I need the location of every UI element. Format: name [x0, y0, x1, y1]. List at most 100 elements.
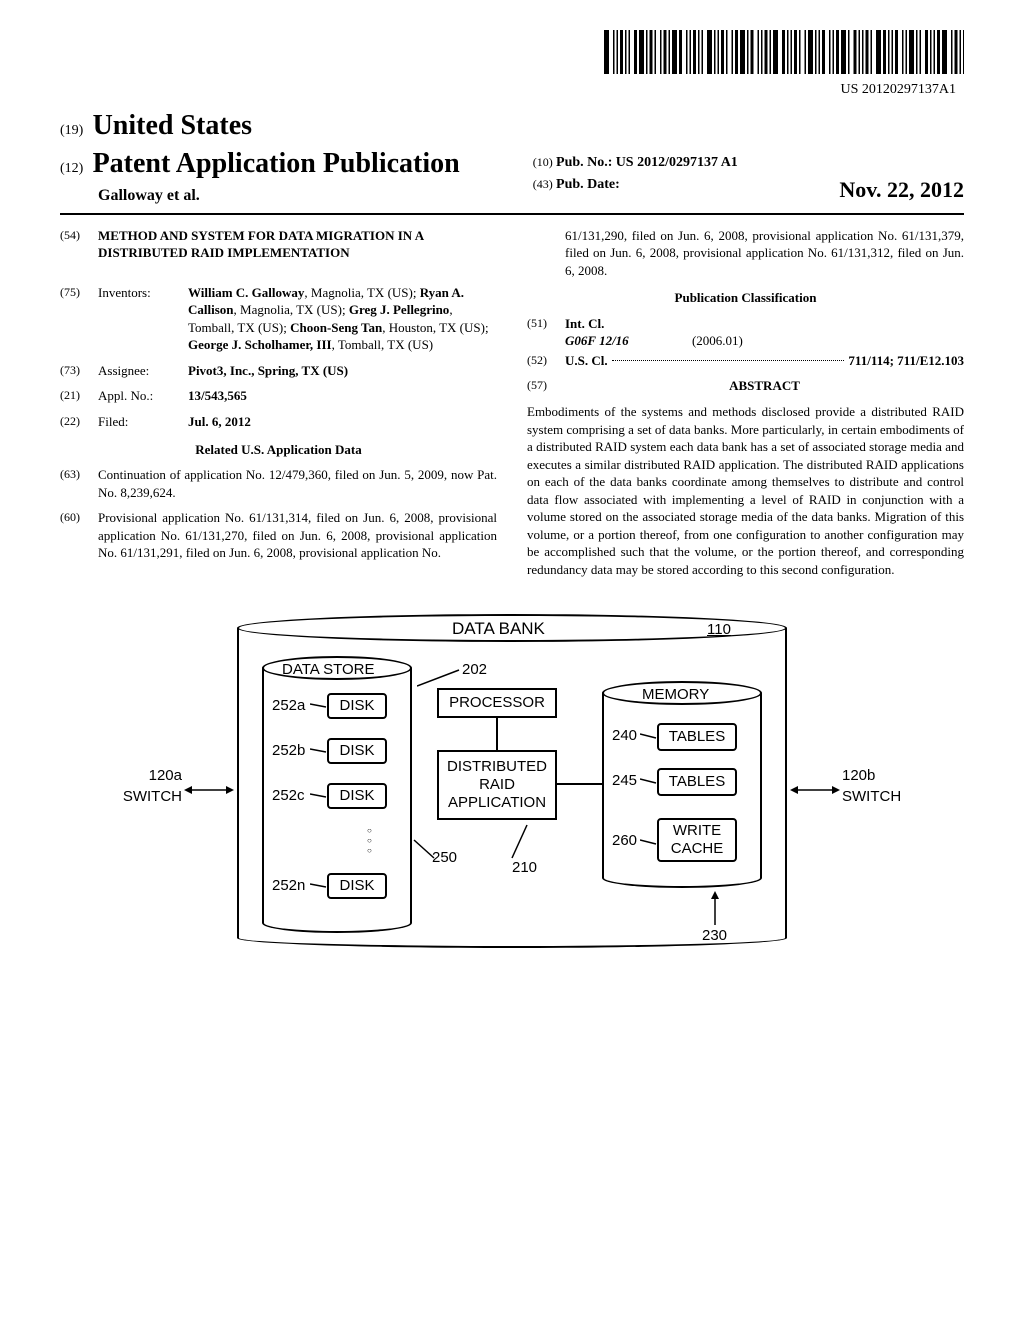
filed-num: (22)	[60, 413, 98, 431]
barcode-doc-number: US 20120297137A1	[60, 81, 956, 100]
memory-ref: 230	[702, 926, 727, 946]
left-column: (54) METHOD AND SYSTEM FOR DATA MIGRATIO…	[60, 227, 497, 579]
switch-right-label: SWITCH	[842, 787, 912, 807]
datastore-label: DATA STORE	[282, 660, 375, 680]
databank-title: DATA BANK	[452, 618, 545, 641]
intcl-code: G06F 12/16	[565, 333, 629, 348]
disk-box: DISK	[327, 738, 387, 764]
inventor-line: Galloway et al.	[98, 185, 513, 207]
body-columns: (54) METHOD AND SYSTEM FOR DATA MIGRATIO…	[60, 227, 964, 579]
pub-date-label: Pub. Date:	[556, 177, 620, 192]
filed-label: Filed:	[98, 413, 188, 431]
wcache-label-2: CACHE	[671, 840, 724, 858]
country-name: United States	[93, 110, 252, 141]
disk-box: DISK	[327, 783, 387, 809]
right-column: 61/131,290, filed on Jun. 6, 2008, provi…	[527, 227, 964, 579]
raid-label-2: RAID	[479, 776, 515, 794]
abstract-label: ABSTRACT	[729, 378, 800, 393]
lead-245-icon	[640, 775, 658, 787]
related-60-text: Provisional application No. 61/131,314, …	[98, 509, 497, 562]
uscl-value: 711/114; 711/E12.103	[848, 352, 964, 370]
pub-no-label: Pub. No.:	[556, 155, 612, 170]
barcode-region: US 20120297137A1	[60, 30, 964, 99]
disk-box: DISK	[327, 873, 387, 899]
header: (19) United States (12) Patent Applicati…	[60, 107, 964, 206]
lead-240-icon	[640, 730, 658, 742]
arrow-right-icon	[790, 784, 840, 796]
disk-ref: 252c	[272, 786, 305, 806]
lead-230-icon	[707, 891, 723, 927]
related-63-text: Continuation of application No. 12/479,3…	[98, 466, 497, 501]
tables-label-2: TABLES	[669, 772, 725, 792]
connector-proc-raid	[496, 718, 498, 750]
related-63-num: (63)	[60, 466, 98, 501]
switch-left-ref: 120a	[112, 766, 182, 786]
uscl-label: U.S. Cl.	[565, 352, 608, 370]
related-60-num: (60)	[60, 509, 98, 562]
lead-260-icon	[640, 836, 658, 848]
raid-label-3: APPLICATION	[448, 794, 546, 812]
inventors-label: Inventors:	[98, 284, 188, 354]
abstract-text: Embodiments of the systems and methods d…	[527, 403, 964, 578]
memory-label: MEMORY	[642, 685, 709, 705]
inventors-num: (75)	[60, 284, 98, 354]
assignee-text: Pivot3, Inc., Spring, TX (US)	[188, 362, 497, 380]
class-heading: Publication Classification	[527, 289, 964, 307]
disk-ref: 252a	[272, 696, 305, 716]
dotfill	[612, 360, 845, 361]
appl-num: (21)	[60, 387, 98, 405]
write-cache-box: WRITE CACHE	[657, 818, 737, 862]
pub-title-prefix: (12)	[60, 161, 83, 176]
raid-label-1: DISTRIBUTED	[447, 758, 547, 776]
pub-no-prefix: (10)	[533, 155, 553, 169]
processor-label: PROCESSOR	[449, 693, 545, 713]
disk-box: DISK	[327, 693, 387, 719]
diagram: 120a SWITCH 120b SWITCH DATA BANK 110 DA…	[112, 608, 912, 968]
switch-left-label: SWITCH	[112, 787, 182, 807]
tables-ref-2: 245	[612, 771, 637, 791]
inventors-text: William C. Galloway, Magnolia, TX (US); …	[188, 284, 497, 354]
wcache-label-1: WRITE	[673, 822, 721, 840]
datastore-ref: 202	[462, 660, 487, 680]
lead-202-icon	[417, 668, 462, 688]
title-num: (54)	[60, 227, 98, 276]
abstract-num: (57)	[527, 377, 565, 395]
arrow-left-icon	[184, 784, 234, 796]
pub-date-value: Nov. 22, 2012	[839, 175, 964, 205]
pub-title: Patent Application Publication	[93, 148, 460, 179]
assignee-label: Assignee:	[98, 362, 188, 380]
tables-ref-1: 240	[612, 726, 637, 746]
invention-title: METHOD AND SYSTEM FOR DATA MIGRATION IN …	[98, 227, 497, 262]
barcode-icon	[604, 30, 964, 74]
disk-ref: 252b	[272, 741, 305, 761]
databank-ref: 110	[707, 620, 731, 640]
header-divider	[60, 213, 964, 215]
raid-ref: 210	[512, 858, 537, 878]
wcache-ref: 260	[612, 831, 637, 851]
diagram-region: 120a SWITCH 120b SWITCH DATA BANK 110 DA…	[60, 608, 964, 968]
processor-box: PROCESSOR	[437, 688, 557, 718]
tables-label-1: TABLES	[669, 727, 725, 747]
intcl-label: Int. Cl.	[565, 316, 604, 331]
related-heading: Related U.S. Application Data	[60, 441, 497, 459]
appl-text: 13/543,565	[188, 387, 497, 405]
pub-no-value: US 2012/0297137 A1	[616, 155, 738, 170]
lead-210-icon	[502, 823, 532, 861]
uscl-num: (52)	[527, 352, 565, 370]
lead-250-icon	[412, 838, 437, 863]
related-cont: 61/131,290, filed on Jun. 6, 2008, provi…	[565, 227, 964, 280]
pub-date-prefix: (43)	[533, 177, 553, 191]
raid-box: DISTRIBUTED RAID APPLICATION	[437, 750, 557, 820]
disk-ellipsis: ○○○	[367, 826, 372, 856]
intcl-num: (51)	[527, 315, 565, 350]
disk-ref: 252n	[272, 876, 305, 896]
switch-right-ref: 120b	[842, 766, 912, 786]
intcl-date: (2006.01)	[692, 333, 743, 348]
tables-box-2: TABLES	[657, 768, 737, 796]
assignee-num: (73)	[60, 362, 98, 380]
connector-raid-mem	[557, 783, 602, 785]
appl-label: Appl. No.:	[98, 387, 188, 405]
country-prefix: (19)	[60, 123, 83, 138]
tables-box-1: TABLES	[657, 723, 737, 751]
filed-text: Jul. 6, 2012	[188, 413, 497, 431]
